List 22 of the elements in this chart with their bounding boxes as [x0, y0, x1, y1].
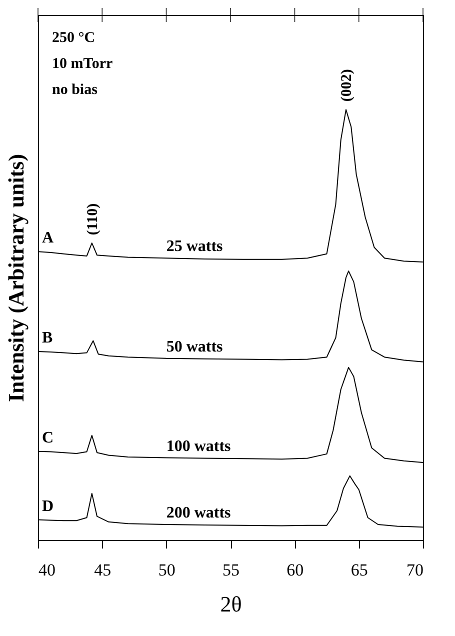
annotation: (110) — [84, 203, 101, 236]
x-tick-label: 50 — [158, 560, 176, 580]
x-tick-label: 45 — [94, 560, 112, 580]
x-tick-label: 70 — [406, 560, 424, 580]
x-tick-label: 40 — [38, 560, 56, 580]
series-label: A — [42, 230, 54, 247]
annotation: 200 watts — [166, 504, 231, 522]
series-label: D — [42, 498, 54, 515]
annotation: (002) — [339, 69, 355, 102]
text: 250 °C — [52, 30, 96, 46]
annotation: 50 watts — [166, 338, 223, 356]
x-tick-label: 55 — [222, 560, 240, 580]
annotation: 100 watts — [166, 438, 231, 455]
x-tick-label: 60 — [286, 560, 304, 580]
x-axis-title: 2θ — [220, 592, 242, 616]
x-tick-label: 65 — [350, 560, 368, 580]
text: no bias — [52, 82, 98, 98]
annotation: 25 watts — [166, 238, 223, 256]
series-label: C — [42, 429, 54, 446]
text: 10 mTorr — [52, 56, 114, 72]
series-label: B — [42, 330, 53, 347]
y-axis-title: Intensity (Arbitrary units) — [4, 154, 28, 402]
